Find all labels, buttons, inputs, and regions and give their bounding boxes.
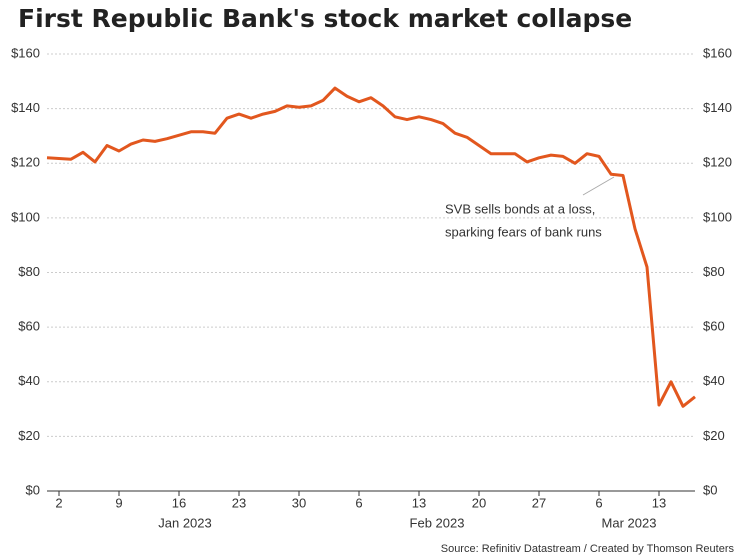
x-tick-label: 20 <box>472 495 486 510</box>
y-tick-label: $140 <box>11 100 40 115</box>
x-tick-label: 23 <box>232 495 246 510</box>
price-line <box>46 86 696 408</box>
y2-tick-label: $40 <box>703 373 725 388</box>
month-label: Jan 2023 <box>158 515 212 530</box>
y-tick-label: $100 <box>11 209 40 224</box>
chart-title: First Republic Bank's stock market colla… <box>18 4 632 33</box>
y2-tick-label: $160 <box>703 45 732 60</box>
y-tick-label: $60 <box>18 319 40 334</box>
y2-tick-label: $20 <box>703 428 725 443</box>
month-label: Feb 2023 <box>410 515 465 530</box>
y-tick-label: $0 <box>26 482 40 497</box>
y-tick-label: $20 <box>18 428 40 443</box>
x-tick-label: 6 <box>355 495 362 510</box>
y2-tick-label: $60 <box>703 319 725 334</box>
annotation: sparking fears of bank runs <box>445 224 602 239</box>
y-tick-label: $120 <box>11 155 40 170</box>
month-label: Mar 2023 <box>602 515 657 530</box>
x-tick-label: 2 <box>55 495 62 510</box>
x-tick-label: 9 <box>115 495 122 510</box>
x-tick-label: 13 <box>652 495 666 510</box>
x-tick-label: 6 <box>595 495 602 510</box>
x-tick-label: 13 <box>412 495 426 510</box>
y2-tick-label: $80 <box>703 264 725 279</box>
y2-tick-label: $0 <box>703 482 717 497</box>
x-tick-label: 27 <box>532 495 546 510</box>
y2-tick-label: $140 <box>703 100 732 115</box>
x-tick-label: 16 <box>172 495 186 510</box>
y-tick-label: $160 <box>11 45 40 60</box>
source: Source: Refinitiv Datastream / Created b… <box>441 543 735 555</box>
annotation-leader <box>582 176 615 196</box>
y2-tick-label: $120 <box>703 155 732 170</box>
y-tick-label: $40 <box>18 373 40 388</box>
annotation: SVB sells bonds at a loss, <box>445 201 595 216</box>
x-tick-label: 30 <box>292 495 306 510</box>
y-tick-label: $80 <box>18 264 40 279</box>
y2-tick-label: $100 <box>703 209 732 224</box>
